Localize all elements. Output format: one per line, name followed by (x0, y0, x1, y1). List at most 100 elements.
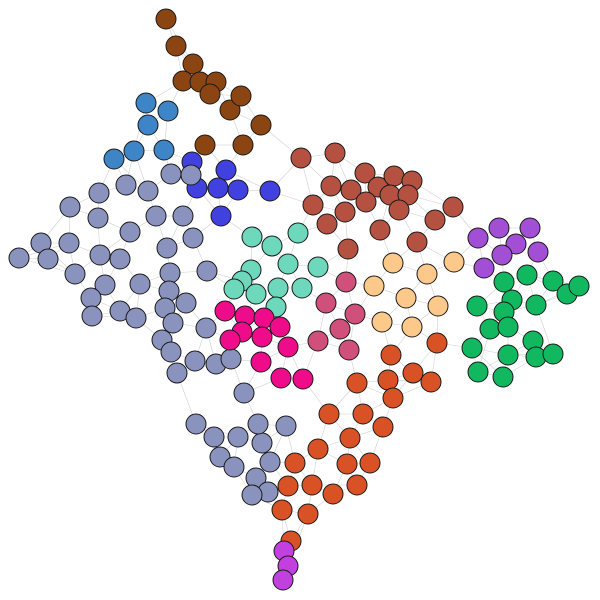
graph-node (103, 148, 125, 170)
graph-node (426, 332, 448, 354)
graph-node (232, 134, 254, 156)
graph-node (153, 139, 175, 161)
graph-node (568, 275, 590, 297)
graph-node (359, 452, 381, 474)
graph-node (416, 263, 438, 285)
graph-node (196, 260, 218, 282)
graph-node (420, 371, 442, 393)
graph-node (135, 92, 157, 114)
graph-node (251, 326, 273, 348)
graph-node (371, 311, 393, 333)
graph-node (492, 366, 514, 388)
graph-node (137, 180, 159, 202)
graph-node (527, 241, 549, 263)
graph-node (119, 221, 141, 243)
graph-node (395, 287, 417, 309)
graph-node (322, 483, 344, 505)
graph-node (355, 191, 377, 213)
graph-node (497, 344, 519, 366)
graph-node (372, 416, 394, 438)
graph-node (443, 251, 465, 273)
graph-node (479, 318, 501, 340)
graph-node (401, 316, 423, 338)
graph-node (87, 207, 109, 229)
graph-node (346, 372, 368, 394)
graph-node (115, 174, 137, 196)
graph-node (125, 307, 147, 329)
graph-node (318, 403, 340, 425)
graph-node (207, 177, 229, 199)
graph-node (160, 163, 182, 185)
graph-node (210, 205, 232, 227)
graph-node (219, 329, 241, 351)
graph-node (382, 252, 404, 274)
graph-node (542, 270, 564, 292)
graph-node (277, 253, 299, 275)
graph-node (291, 277, 313, 299)
graph-node (182, 227, 204, 249)
graph-node (346, 474, 368, 496)
graph-node (542, 343, 564, 365)
graph-node (156, 237, 178, 259)
graph-node (88, 182, 110, 204)
graph-node (160, 341, 182, 363)
graph-node (301, 474, 323, 496)
graph-node (247, 413, 269, 435)
graph-node (182, 53, 204, 75)
graph-node (302, 194, 324, 216)
graph-node (497, 316, 519, 338)
graph-node (241, 226, 263, 248)
graph-node (195, 317, 217, 339)
graph-node (307, 330, 329, 352)
graph-node (383, 165, 405, 187)
graph-node (292, 368, 314, 390)
graph-node (461, 337, 483, 359)
graph-node (467, 227, 489, 249)
graph-node (165, 35, 187, 57)
graph-node (320, 175, 342, 197)
graph-node (172, 205, 194, 227)
graph-node (369, 219, 391, 241)
graph-node (89, 244, 111, 266)
graph-node (64, 263, 86, 285)
graph-node (227, 179, 249, 201)
graph-node (277, 336, 299, 358)
graph-node (307, 438, 329, 460)
graph-node (194, 134, 216, 156)
graph-node (334, 201, 356, 223)
graph-node (185, 413, 207, 435)
graph-node (324, 142, 346, 164)
graph-node (277, 475, 299, 497)
graph-node (166, 362, 188, 384)
graph-node (380, 344, 402, 366)
graph-node (287, 222, 309, 244)
graph-node (493, 271, 515, 293)
graph-node (525, 294, 547, 316)
graph-node (491, 244, 513, 266)
graph-node (137, 114, 159, 136)
graph-node (58, 232, 80, 254)
graph-node (388, 199, 410, 221)
graph-node (297, 503, 319, 525)
graph-node (307, 256, 329, 278)
graph-node (37, 248, 59, 270)
graph-node (215, 159, 237, 181)
graph-node (467, 361, 489, 383)
graph-node (250, 351, 272, 373)
graph-node (241, 484, 263, 506)
graph-node (316, 213, 338, 235)
graph-node (363, 275, 385, 297)
graph-node (354, 162, 376, 184)
graph-node (245, 283, 267, 305)
graph-node (269, 316, 291, 338)
graph-node (227, 426, 249, 448)
graph-node (250, 114, 272, 136)
graph-node (516, 264, 538, 286)
graph-node (223, 456, 245, 478)
graph-node (184, 350, 206, 372)
graph-node (519, 217, 541, 239)
graph-node (259, 451, 281, 473)
graph-node (223, 278, 245, 300)
graph-node (488, 217, 510, 239)
